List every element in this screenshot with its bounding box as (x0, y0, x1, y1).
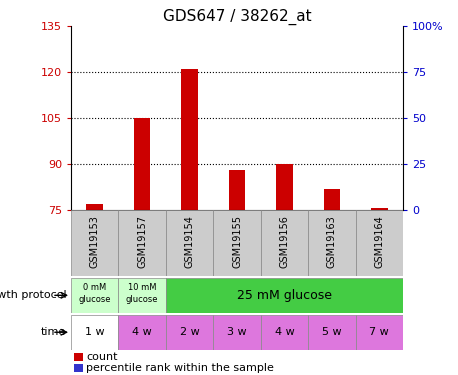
Text: 0 mM
glucose: 0 mM glucose (78, 284, 111, 304)
Point (186, 0, 193, 3)
Text: GSM19163: GSM19163 (327, 215, 337, 268)
Text: GSM19157: GSM19157 (137, 215, 147, 268)
Title: GDS647 / 38262_at: GDS647 / 38262_at (163, 9, 311, 25)
Text: time: time (41, 327, 66, 337)
Point (91, 10, 98, 16)
Text: 1 w: 1 w (85, 327, 104, 337)
Bar (355, 210, 403, 276)
Bar (166, 315, 213, 350)
Bar (74, 353, 82, 361)
Bar (261, 210, 308, 276)
Text: 2 w: 2 w (180, 327, 199, 337)
Bar (87, 204, 103, 210)
Text: 4 w: 4 w (132, 327, 152, 337)
Text: GSM19155: GSM19155 (232, 215, 242, 268)
Point (281, 5, 288, 11)
Text: GSM19153: GSM19153 (90, 215, 100, 268)
Bar (166, 278, 403, 313)
Bar (119, 210, 166, 276)
Bar (166, 210, 213, 276)
Bar (324, 189, 340, 210)
Text: 3 w: 3 w (227, 327, 247, 337)
Text: GSM19154: GSM19154 (185, 215, 195, 268)
Bar (134, 118, 150, 210)
Bar (213, 315, 261, 350)
Text: growth protocol: growth protocol (0, 290, 66, 300)
Text: count: count (86, 352, 117, 362)
Bar (371, 209, 387, 210)
Text: GSM19156: GSM19156 (279, 215, 289, 268)
Bar (229, 170, 245, 210)
Text: 10 mM
glucose: 10 mM glucose (126, 284, 158, 304)
Bar (355, 315, 403, 350)
Bar (276, 164, 293, 210)
Bar (261, 315, 308, 350)
Bar (74, 364, 82, 372)
Text: 25 mM glucose: 25 mM glucose (237, 289, 332, 302)
Bar (308, 210, 355, 276)
Bar (71, 210, 119, 276)
Bar (119, 278, 166, 313)
Bar (181, 69, 198, 210)
Bar (213, 210, 261, 276)
Bar (119, 315, 166, 350)
Text: 5 w: 5 w (322, 327, 342, 337)
Text: percentile rank within the sample: percentile rank within the sample (86, 363, 274, 373)
Bar (71, 278, 119, 313)
Bar (71, 315, 119, 350)
Point (376, 14, 383, 20)
Text: GSM19164: GSM19164 (374, 215, 384, 268)
Text: 7 w: 7 w (370, 327, 389, 337)
Point (138, 0, 146, 5)
Point (328, 7, 336, 13)
Point (233, 7, 240, 13)
Text: 4 w: 4 w (275, 327, 294, 337)
Bar (308, 315, 355, 350)
